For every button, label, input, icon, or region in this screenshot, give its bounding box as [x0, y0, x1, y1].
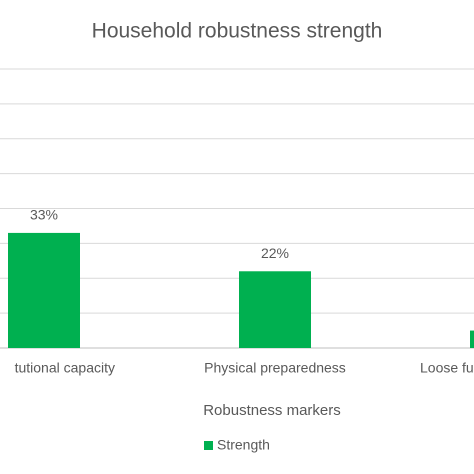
bar [8, 232, 80, 348]
data-label: 33% [30, 207, 58, 223]
legend-swatch [204, 441, 213, 450]
x-tick-label: Physical preparedness [204, 360, 346, 376]
x-tick-label: Loose fu [420, 360, 474, 376]
x-tick-label: tutional capacity [15, 360, 115, 376]
bar [239, 271, 311, 348]
chart-title: Household robustness strength [92, 20, 383, 43]
data-label: 22% [261, 245, 289, 261]
x-axis-title: Robustness markers [203, 402, 341, 419]
bar [470, 330, 474, 348]
legend-label: Strength [217, 437, 270, 453]
